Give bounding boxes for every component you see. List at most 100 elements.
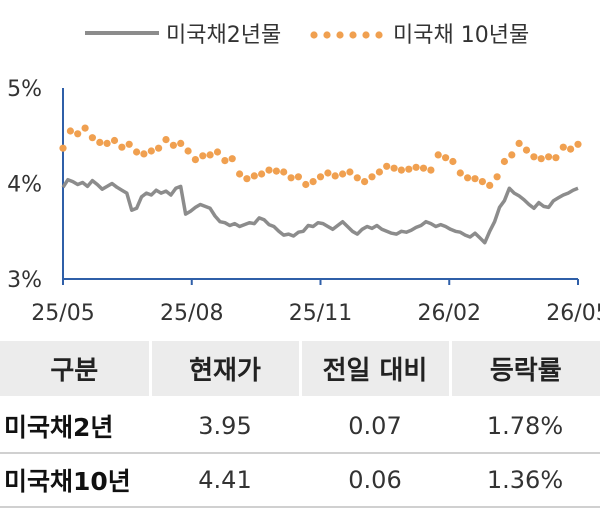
series-point-10y xyxy=(574,140,582,148)
legend-dot xyxy=(375,31,383,39)
series-point-10y xyxy=(118,143,126,151)
legend-dot xyxy=(323,31,331,39)
legend-label-10y: 미국채 10년물 xyxy=(393,23,529,48)
series-point-10y xyxy=(419,164,428,172)
x-tick-label: 26/02 xyxy=(418,301,481,326)
series-point-10y xyxy=(486,181,494,189)
series-point-10y xyxy=(206,151,214,159)
series-point-10y xyxy=(199,152,207,160)
series-point-10y xyxy=(545,153,553,161)
series-point-10y xyxy=(66,127,74,135)
series-point-10y xyxy=(258,170,266,178)
table-header-row: 구분 현재가 전일 대비 등락률 xyxy=(0,341,600,396)
header-rate: 등락률 xyxy=(448,341,600,396)
series-point-10y xyxy=(140,150,148,158)
header-price: 현재가 xyxy=(148,341,300,396)
series-point-10y xyxy=(515,139,523,147)
series-point-10y xyxy=(434,151,442,159)
cell-rate-10y: 1.36% xyxy=(450,453,600,508)
row-label-10y: 미국채10년 xyxy=(0,453,150,508)
x-tick-label: 26/05 xyxy=(546,301,600,326)
y-tick-label: 3% xyxy=(7,268,42,293)
series-point-10y xyxy=(442,154,450,162)
series-point-10y xyxy=(147,147,155,155)
series-point-10y xyxy=(302,180,310,189)
legend-swatch-10y xyxy=(310,31,383,39)
series-point-10y xyxy=(405,165,413,173)
table-row: 미국채10년 4.41 0.06 1.36% xyxy=(0,453,600,508)
series-point-10y xyxy=(397,166,405,174)
series-point-10y xyxy=(493,173,501,181)
series-point-10y xyxy=(169,141,177,149)
series-point-10y xyxy=(287,174,295,182)
y-tick-label: 5% xyxy=(7,77,42,102)
series-point-10y xyxy=(324,169,332,177)
series-point-10y xyxy=(177,139,185,147)
series-point-10y xyxy=(221,157,229,165)
series-point-10y xyxy=(500,157,508,166)
header-category: 구분 xyxy=(0,341,150,396)
x-tick-label: 25/08 xyxy=(160,301,223,326)
series-point-10y xyxy=(191,156,199,164)
series-point-10y xyxy=(339,170,347,178)
series-point-10y xyxy=(530,153,538,161)
legend: 미국채2년물 미국채 10년물 xyxy=(85,23,529,48)
series-point-10y xyxy=(103,139,111,147)
series-point-10y xyxy=(331,172,339,180)
series-point-10y xyxy=(471,175,479,183)
series-point-10y xyxy=(228,155,236,163)
series-point-10y xyxy=(110,136,119,145)
row-label-2y: 미국채2년 xyxy=(0,400,150,454)
legend-dot xyxy=(349,31,357,39)
series-line-2y xyxy=(61,177,579,245)
series-point-10y xyxy=(449,157,457,166)
series-point-10y xyxy=(456,169,464,177)
cell-change-2y: 0.07 xyxy=(300,400,450,454)
series-point-10y xyxy=(155,144,163,152)
series-point-10y xyxy=(567,145,575,153)
series-point-10y xyxy=(478,178,486,186)
series-point-10y xyxy=(250,172,258,180)
series-point-10y xyxy=(522,146,531,154)
series-point-10y xyxy=(427,166,435,174)
series-point-10y xyxy=(81,124,89,132)
series-point-10y xyxy=(390,164,398,172)
series-point-10y xyxy=(280,168,288,176)
header-change: 전일 대비 xyxy=(298,341,450,396)
series-point-10y xyxy=(74,130,82,138)
series-points-10y xyxy=(59,124,582,189)
legend-dot xyxy=(362,31,370,39)
series-point-10y xyxy=(96,138,104,146)
series-point-10y xyxy=(375,168,383,176)
yield-chart: 미국채2년물 미국채 10년물 5% 4% 3% 25/05 25/08 25/11 26… xyxy=(7,23,600,326)
cell-price-10y: 4.41 xyxy=(150,453,300,508)
x-tick-label: 25/11 xyxy=(289,301,352,326)
x-tick-label: 25/05 xyxy=(31,301,94,326)
series-point-10y xyxy=(133,148,141,156)
table-row: 미국채2년 3.95 0.07 1.78% xyxy=(0,400,600,454)
series-point-10y xyxy=(309,178,317,186)
series-point-10y xyxy=(213,148,222,156)
series-point-10y xyxy=(162,136,170,144)
series-point-10y xyxy=(346,168,354,176)
series-point-10y xyxy=(464,174,472,182)
series-point-10y xyxy=(508,151,516,159)
series-point-10y xyxy=(559,143,567,151)
series-point-10y xyxy=(412,163,420,171)
series-point-10y xyxy=(316,173,325,181)
series-point-10y xyxy=(353,174,361,182)
legend-dot xyxy=(310,31,318,39)
cell-change-10y: 0.06 xyxy=(300,453,450,508)
y-tick-label: 4% xyxy=(7,173,42,198)
legend-label-2y: 미국채2년물 xyxy=(166,23,281,48)
series-point-10y xyxy=(236,170,244,178)
series-point-10y xyxy=(294,173,302,181)
series-point-10y xyxy=(552,154,560,162)
series-point-10y xyxy=(265,166,273,174)
cell-rate-2y: 1.78% xyxy=(450,400,600,454)
cell-price-2y: 3.95 xyxy=(150,400,300,454)
series-point-10y xyxy=(361,178,369,186)
series-point-10y xyxy=(184,147,192,155)
legend-dot xyxy=(336,31,344,39)
series-point-10y xyxy=(243,175,251,183)
